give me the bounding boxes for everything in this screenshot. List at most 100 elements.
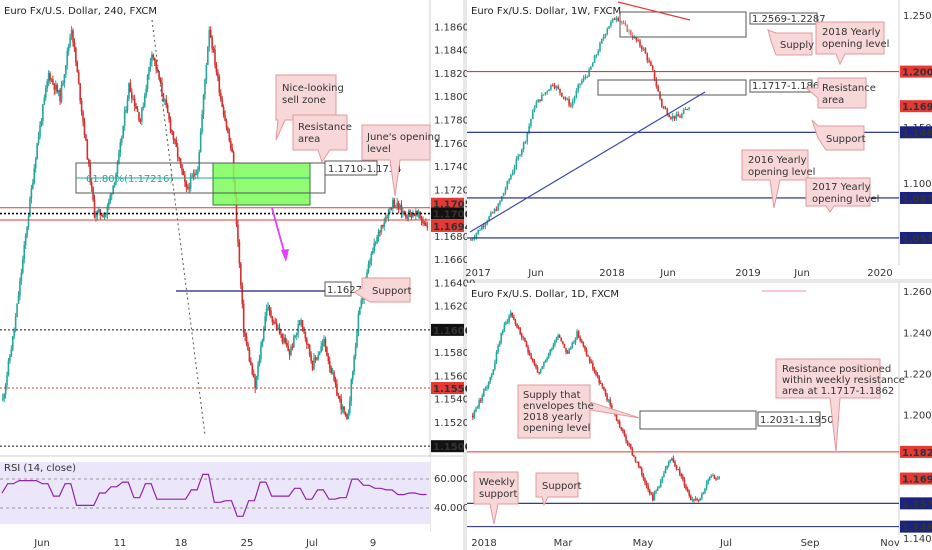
candle-body xyxy=(380,224,383,232)
candle-body xyxy=(141,107,143,122)
candle-body xyxy=(603,386,605,390)
candle-body xyxy=(479,400,482,402)
candle-body xyxy=(330,368,332,373)
candle-body xyxy=(341,406,344,410)
candle-body xyxy=(688,491,690,496)
candle-body xyxy=(666,109,669,115)
yearly-2017-text-2: opening level xyxy=(812,194,879,205)
yearly-2018-text-1: 2018 Yearly xyxy=(822,27,881,38)
daily-resistance-text-2: within weekly resistance xyxy=(782,375,905,386)
candle-body xyxy=(699,498,702,501)
candle-body xyxy=(495,351,498,363)
candle-body xyxy=(688,107,690,110)
candle-body xyxy=(57,90,60,93)
left-price-badge-text: 1.17050 xyxy=(433,200,479,211)
candle-body xyxy=(392,199,394,209)
candle-body xyxy=(142,106,145,108)
candle-body xyxy=(528,125,530,133)
candle-body xyxy=(626,25,629,32)
candle-body xyxy=(397,202,400,210)
candle-body xyxy=(423,222,426,224)
candle-body xyxy=(559,88,561,93)
candle-body xyxy=(261,340,264,347)
left-price-badge xyxy=(431,323,464,336)
candle-body xyxy=(247,343,249,351)
candle-body xyxy=(240,263,242,286)
candle-body xyxy=(56,84,59,93)
candle-body xyxy=(539,99,541,102)
candle-body xyxy=(426,225,429,228)
candle-body xyxy=(520,333,523,338)
left-y-tick: 1.15200 xyxy=(434,418,475,429)
candle-body xyxy=(163,99,166,101)
candle-body xyxy=(718,476,721,479)
candle-body xyxy=(629,444,632,449)
br-y-axis: 1.26000 1.24000 1.22000 1.20000 1.14000 xyxy=(903,287,932,545)
candle-body xyxy=(162,93,165,101)
candle-body xyxy=(132,98,135,100)
candle-body xyxy=(87,159,90,163)
candle-body xyxy=(514,319,517,324)
candle-body xyxy=(593,368,596,372)
candle-body xyxy=(169,119,172,131)
candle-body xyxy=(217,72,219,77)
candle-body xyxy=(580,340,583,343)
candle-body xyxy=(577,331,580,338)
candle-body xyxy=(360,300,363,308)
candle-body xyxy=(653,70,656,81)
candle-body xyxy=(506,321,509,323)
candle-body xyxy=(146,74,149,90)
yearly-2018-text-2: opening level xyxy=(822,39,889,50)
tr-annotations: 1.2569-1.2287 1.1717-1.1862 Supply 2018 … xyxy=(469,1,889,233)
candle-body xyxy=(656,487,659,491)
candle-body xyxy=(476,407,479,409)
candle-body xyxy=(9,356,11,361)
candle-body xyxy=(73,41,76,48)
candle-body xyxy=(59,90,61,102)
candle-body xyxy=(655,490,657,493)
br-price-badge-text: 1.16945 xyxy=(902,475,932,486)
candle-body xyxy=(344,412,347,415)
sell-zone-text-1: Nice-looking xyxy=(282,83,344,94)
rsi-tick-60: 60.0000 xyxy=(434,474,475,485)
candle-body xyxy=(484,223,487,227)
candle-body xyxy=(33,168,36,183)
candle-body xyxy=(112,185,114,195)
candle-body xyxy=(516,323,518,328)
candle-body xyxy=(694,498,697,500)
candle-body xyxy=(54,84,57,90)
tr-y-tick: 1.10000 xyxy=(903,179,932,190)
candle-body xyxy=(334,380,337,384)
left-y-tick: 1.16200 xyxy=(434,302,475,313)
candle-body xyxy=(575,90,578,98)
candle-body xyxy=(601,383,604,387)
candle-body xyxy=(672,458,675,462)
candle-body xyxy=(99,209,102,216)
candle-body xyxy=(287,345,289,351)
tr-x-tick: Jun xyxy=(527,268,544,279)
left-chart-title: Euro Fx/U.S. Dollar, 240, FXCM xyxy=(4,6,157,17)
support-price-label: 1.1627 xyxy=(327,285,362,296)
candle-body xyxy=(611,18,614,22)
candle-body xyxy=(67,45,70,51)
candle-body xyxy=(109,195,112,201)
br-price-badge xyxy=(900,445,932,458)
resistance-text-2: area xyxy=(298,134,320,145)
candle-body xyxy=(601,39,603,44)
tr-x-tick: 2019 xyxy=(735,268,760,279)
candle-body xyxy=(622,22,625,24)
candle-body xyxy=(32,182,34,189)
candle-body xyxy=(105,214,107,216)
left-y-tick: 1.18400 xyxy=(434,46,475,57)
daily-resistance-text-3: area at 1.1717-1.1862 xyxy=(782,386,894,397)
candle-body xyxy=(553,85,556,88)
supply-zone-rect xyxy=(619,11,747,38)
candle-body xyxy=(237,224,239,242)
candle-body xyxy=(128,83,130,99)
candle-body xyxy=(597,51,599,55)
candle-body xyxy=(251,364,254,375)
candle-body xyxy=(491,212,494,214)
candle-body xyxy=(541,366,544,369)
candle-body xyxy=(265,308,268,317)
